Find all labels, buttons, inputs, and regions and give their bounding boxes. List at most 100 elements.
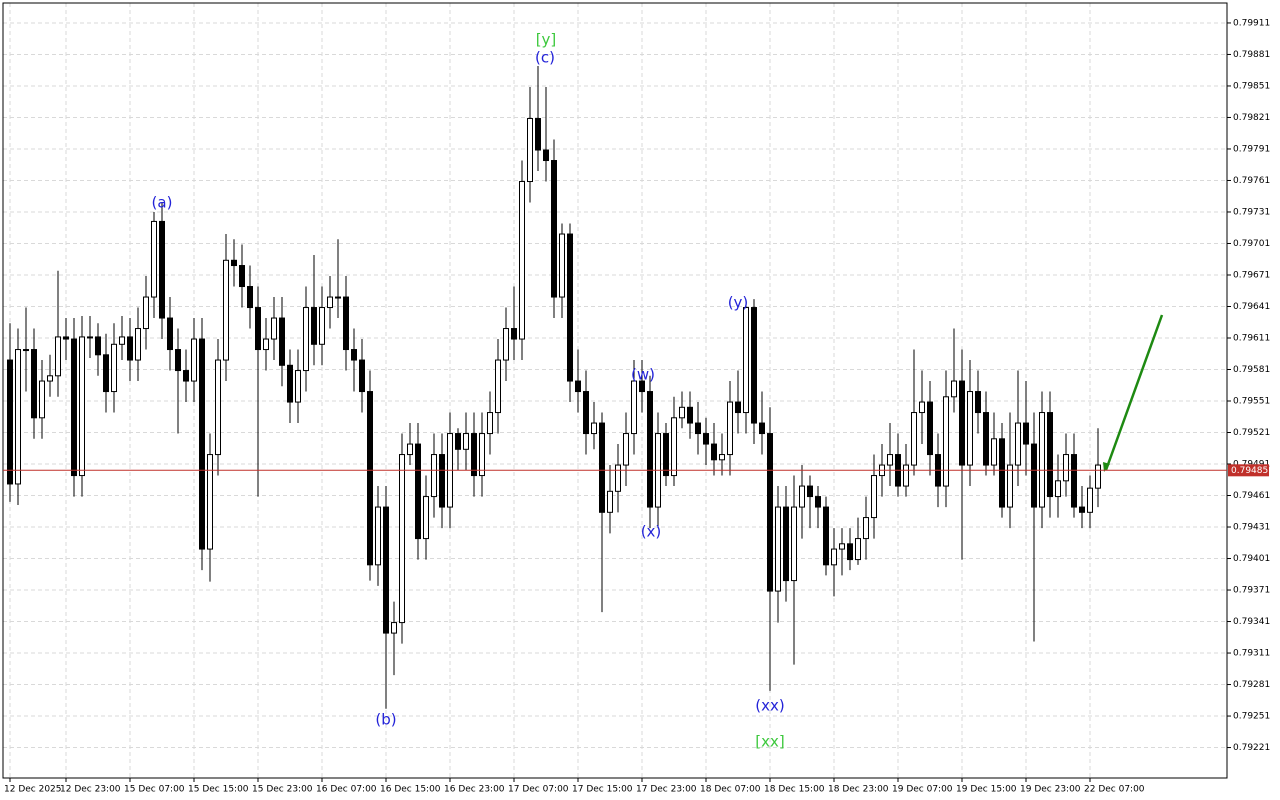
y-tick-label: 0.79251 (1233, 712, 1270, 722)
candle-body (239, 265, 245, 288)
candle-body (703, 433, 709, 445)
candle-body (775, 506, 781, 592)
candle-body (343, 296, 349, 351)
current-price-box (1228, 464, 1269, 477)
candle-body (991, 438, 997, 466)
candle-body (79, 336, 85, 477)
candle-body (111, 343, 117, 393)
candle-body (1047, 412, 1053, 498)
candle-body (679, 406, 685, 419)
candle-body (711, 443, 717, 461)
candle-body (815, 496, 821, 508)
y-tick-label: 0.79581 (1233, 365, 1270, 375)
candle-body (1095, 464, 1101, 489)
candle-body (295, 370, 301, 403)
x-tick-label: 15 Dec 23:00 (252, 785, 313, 795)
candle-body (223, 259, 229, 361)
candle-body (431, 454, 437, 498)
y-tick-label: 0.79461 (1233, 491, 1270, 501)
candle-body (479, 433, 485, 477)
candle-body (487, 412, 493, 435)
candle-body (63, 336, 69, 340)
candle-body (407, 443, 413, 456)
wave-label: (xx) (755, 697, 784, 715)
candle-body (959, 380, 965, 466)
wave-label: (x) (641, 523, 662, 541)
x-tick-label: 18 Dec 23:00 (828, 785, 889, 795)
candle-body (575, 380, 581, 393)
candle-body (927, 401, 933, 456)
wave-label: (b) (375, 711, 396, 729)
candle-body (191, 338, 197, 382)
candle-body (207, 454, 213, 550)
candle-body (535, 118, 541, 151)
candle-body (975, 391, 981, 414)
candle-body (151, 220, 157, 298)
candle-body (615, 464, 621, 492)
candle-body (559, 233, 565, 298)
candle-body (999, 438, 1005, 508)
candle-body (71, 338, 77, 477)
y-tick-label: 0.79791 (1233, 144, 1270, 154)
candle-body (359, 359, 365, 393)
candle-body (783, 506, 789, 582)
candle-body (423, 496, 429, 540)
candle-body (1079, 506, 1085, 513)
candle-body (263, 338, 269, 351)
candle-body (375, 506, 381, 566)
candle-body (1015, 422, 1021, 466)
wave-label: [y] (536, 31, 557, 49)
x-tick-label: 19 Dec 15:00 (956, 785, 1017, 795)
y-tick-label: 0.79221 (1233, 743, 1270, 753)
x-tick-label: 17 Dec 07:00 (508, 785, 569, 795)
x-tick-label: 15 Dec 15:00 (188, 785, 249, 795)
candle-body (919, 401, 925, 414)
candle-body (175, 349, 181, 372)
candle-body (583, 391, 589, 435)
candle-body (511, 328, 517, 340)
candle-body (47, 375, 53, 382)
candle-body (1039, 412, 1045, 508)
candle-body (119, 336, 125, 345)
candle-body (319, 307, 325, 345)
candle-body (791, 506, 797, 582)
candle-body (199, 338, 205, 550)
y-tick-label: 0.79281 (1233, 680, 1270, 690)
candle-body (1031, 443, 1037, 508)
candle-body (103, 354, 109, 393)
y-tick-label: 0.79671 (1233, 270, 1270, 280)
candle-body (887, 454, 893, 466)
candle-body (871, 475, 877, 519)
candle-body (847, 543, 853, 561)
candle-body (127, 336, 133, 361)
y-tick-label: 0.79521 (1233, 428, 1270, 438)
wave-label: [xx] (755, 733, 784, 751)
candle-body (135, 328, 141, 361)
candle-body (95, 336, 101, 356)
candle-body (183, 370, 189, 382)
candle-body (271, 317, 277, 340)
candle-body (863, 517, 869, 540)
forecast-arrow-head (1103, 462, 1110, 472)
x-tick-label: 16 Dec 07:00 (316, 785, 377, 795)
x-tick-label: 16 Dec 15:00 (380, 785, 441, 795)
x-tick-label: 12 Dec 2025 (4, 785, 62, 795)
candle-body (631, 380, 637, 435)
candle-body (983, 412, 989, 466)
y-tick-label: 0.79881 (1233, 50, 1270, 60)
candle-body (1007, 464, 1013, 508)
candle-body (351, 349, 357, 361)
candle-body (759, 422, 765, 435)
candle-body (743, 307, 749, 414)
candle-body (399, 454, 405, 624)
candle-body (855, 538, 861, 561)
candle-body (159, 220, 165, 319)
candle-body (87, 336, 93, 339)
candle-body (599, 422, 605, 513)
candle-body (687, 406, 693, 424)
y-tick-label: 0.79911 (1233, 18, 1270, 28)
candle-body (639, 380, 645, 393)
candle-body (967, 391, 973, 466)
candle-body (799, 485, 805, 508)
